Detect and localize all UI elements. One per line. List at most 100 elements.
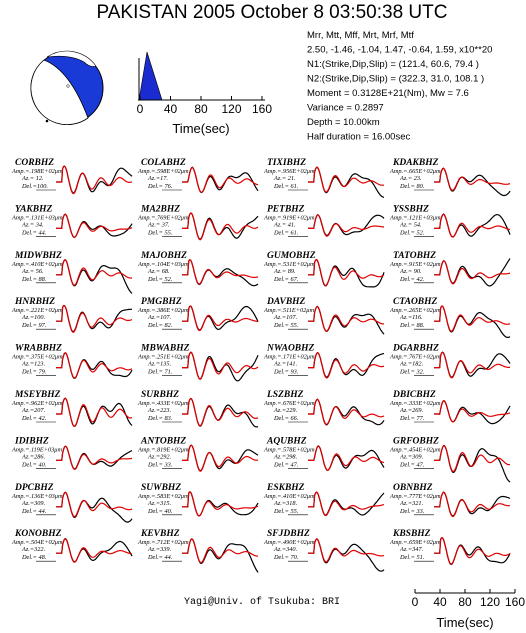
station-name: MSEYBHZ [14, 390, 61, 400]
parameter-line: Variance = 0.2897 [307, 103, 384, 114]
synthetic-waveform [308, 398, 385, 425]
station-name: DPCBHZ [14, 483, 54, 493]
station-amp: Amp.=.915E+02μm [389, 261, 441, 268]
synthetic-waveform [182, 305, 259, 332]
station-del: Del.= 67. [273, 276, 298, 283]
synthetic-waveform [434, 167, 511, 191]
station-del: Del.= 80. [399, 183, 424, 190]
station-del: Del.= 71. [147, 369, 172, 376]
station-az: Az.=318. [273, 500, 297, 507]
station-name: LSZBHZ [266, 390, 304, 400]
synthetic-waveform [56, 213, 133, 238]
station-del: Del.= 32. [399, 369, 424, 376]
tick-label: 0 [412, 595, 419, 609]
synthetic-waveform [308, 351, 385, 379]
synthetic-waveform [308, 214, 385, 237]
station-del: Del.= 83. [147, 415, 172, 422]
station-del: Del.= 33. [399, 508, 424, 515]
synthetic-waveform [56, 397, 133, 427]
observed-waveform [182, 259, 259, 287]
station-name: ESKBHZ [266, 483, 305, 493]
station-del: Del.= 42. [21, 415, 46, 422]
station-az: Az.=309. [21, 500, 45, 507]
parameter-line: Moment = 0.3128E+21(Nm), Mw = 7.6 [307, 88, 469, 99]
observed-waveform [308, 258, 385, 288]
station-del: Del.= 55. [147, 229, 172, 236]
synthetic-waveform [434, 351, 510, 379]
station-del: Del.= 55. [273, 508, 298, 515]
station-amp: Amp.=.198E+02μm [11, 168, 63, 175]
station-az: Az.=347. [399, 546, 423, 553]
station-az: Az.=182. [399, 361, 423, 368]
station-az: Az.= 56. [21, 268, 44, 275]
station-amp: Amp.=.454E+02μm [389, 446, 441, 453]
observed-waveform [308, 445, 385, 471]
station-del: Del.= 97. [21, 322, 46, 329]
station-az: Az.=229. [273, 407, 297, 414]
synthetic-waveform [434, 260, 511, 285]
station-amp: Amp.=.333E+02μm [389, 400, 441, 407]
synthetic-waveform [182, 397, 259, 427]
station-amp: Amp.=.410E+02μm [11, 261, 63, 268]
station-az: Az.=123. [21, 361, 45, 368]
station-amp: Amp.=.919E+02μm [263, 214, 315, 221]
station-amp: Amp.=.767E+02μm [389, 354, 441, 361]
station-del: Del.= 44. [147, 554, 172, 561]
station-amp: Amp.=.171E+02μm [263, 354, 315, 361]
observed-waveform [434, 445, 511, 483]
station-del: Del.= 47. [273, 461, 298, 468]
station-az: Az.=292. [147, 453, 171, 460]
station-del: Del.= 77. [399, 415, 424, 422]
station-name: KDAKBHZ [392, 158, 439, 168]
synthetic-waveform [308, 166, 385, 193]
station-del: Del.= 40. [21, 461, 46, 468]
station-name: YSSBHZ [393, 204, 429, 214]
station-amp: Amp.=.251E+02μm [137, 354, 189, 361]
tick-label: 0 [137, 102, 144, 116]
station-az: Az.=141. [273, 361, 297, 368]
synthetic-waveform [434, 305, 511, 332]
station-name: OBNBHZ [393, 483, 433, 493]
station-name: DBICBHZ [392, 390, 436, 400]
synthetic-waveform [434, 491, 510, 518]
station-name: IDIBHZ [14, 436, 49, 446]
station-name: SFJDBHZ [267, 529, 310, 539]
station-amp: Amp.=.136E+03μm [11, 493, 63, 500]
footer: Yagi@Univ. of Tsukuba: BRI [184, 596, 340, 608]
station-del: Del.= 61. [273, 229, 298, 236]
station-az: Az.=107. [273, 314, 297, 321]
station-del: Del.= 76. [147, 183, 172, 190]
synthetic-waveform [56, 352, 133, 379]
station-name: KEVBHZ [140, 529, 180, 539]
parameter-line: Mrr, Mtt, Mff, Mrt, Mrf, Mtf [307, 30, 414, 41]
station-az: Az.=107. [147, 314, 171, 321]
station-amp: Amp.=.104E+03μm [137, 261, 189, 268]
station-name: DGARBHZ [392, 344, 439, 354]
synthetic-waveform [56, 445, 133, 470]
station-amp: Amp.=.490E+02μm [263, 539, 315, 546]
tick-label: 160 [252, 102, 272, 116]
station-del: Del.= 52. [147, 276, 172, 283]
parameters: Mrr, Mtt, Mff, Mrt, Mrf, Mtf 2.50, -1.46,… [307, 30, 492, 143]
station-amp: Amp.=.598E+02μm [137, 168, 189, 175]
station-name: KBSBHZ [392, 529, 431, 539]
